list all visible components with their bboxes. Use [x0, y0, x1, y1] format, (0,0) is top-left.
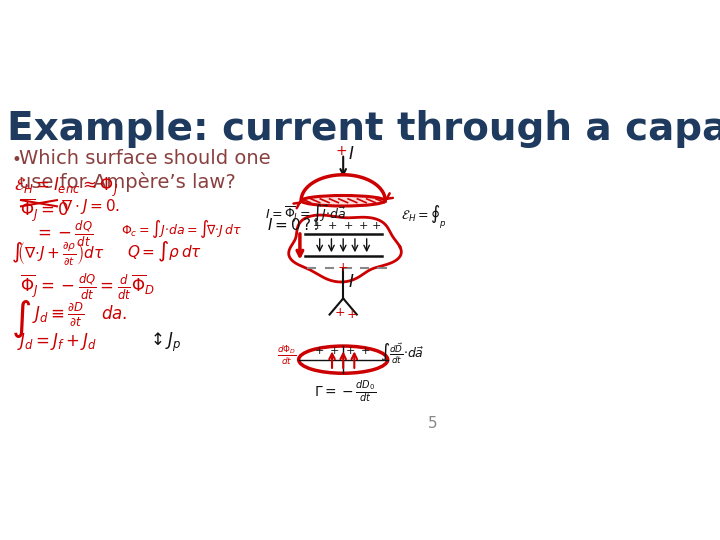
Text: +: +	[372, 220, 382, 231]
Text: $\int$: $\int$	[11, 299, 32, 340]
Text: +: +	[359, 220, 368, 231]
Text: $J_d \equiv \frac{\partial D}{\partial t}\quad da.$: $J_d \equiv \frac{\partial D}{\partial t…	[32, 301, 127, 328]
Ellipse shape	[301, 195, 385, 206]
Text: $J_d = J_f + J_d$: $J_d = J_f + J_d$	[17, 330, 97, 352]
Text: $\nabla \cdot J = 0.$: $\nabla \cdot J = 0.$	[60, 197, 120, 216]
Text: $\overline{\Phi}_J = 0$: $\overline{\Phi}_J = 0$	[19, 197, 69, 224]
Text: $\int\!\!\left(\nabla{\cdot}J + \frac{\partial\rho}{\partial t}\right)d\tau$: $\int\!\!\left(\nabla{\cdot}J + \frac{\p…	[11, 240, 105, 267]
Text: $= -\frac{dQ}{dt}$: $= -\frac{dQ}{dt}$	[34, 218, 94, 248]
Text: Example: current through a capacitor: Example: current through a capacitor	[7, 110, 720, 148]
Text: $\Phi_c{=}\int J{\cdot}da {=} \int\!\nabla{\cdot}J\,d\tau$: $\Phi_c{=}\int J{\cdot}da {=} \int\!\nab…	[120, 218, 242, 240]
Text: +: +	[328, 220, 337, 231]
Text: +: +	[347, 308, 358, 321]
Text: +: +	[312, 220, 322, 231]
Text: •: •	[11, 151, 21, 169]
Text: +: +	[343, 220, 353, 231]
Text: +: +	[346, 346, 355, 356]
Text: $I = 0\,?\,!$: $I = 0\,?\,!$	[267, 217, 319, 233]
Text: +: +	[336, 144, 347, 158]
Text: +: +	[338, 261, 348, 274]
Text: $\int\frac{d\vec{D}}{dt}{\cdot}d\vec{a}$: $\int\frac{d\vec{D}}{dt}{\cdot}d\vec{a}$	[379, 341, 424, 366]
Text: +: +	[361, 346, 370, 356]
Text: +: +	[330, 346, 339, 356]
Text: Which surface should one
use for Ampère’s law?: Which surface should one use for Ampère’…	[19, 150, 270, 192]
Text: 5: 5	[428, 416, 438, 431]
Text: $I {=}\overline{\Phi}_J{=}\int\vec{J}{\cdot}d\vec{a}$: $I {=}\overline{\Phi}_J{=}\int\vec{J}{\c…	[265, 203, 346, 225]
Text: $\updownarrow J_p$: $\updownarrow J_p$	[147, 330, 181, 354]
Text: I: I	[348, 273, 353, 291]
Text: I: I	[348, 145, 353, 163]
Text: $\mathcal{E}_H{=}\oint_p\vec{H}{\cdot}d\vec{l}$: $\mathcal{E}_H{=}\oint_p\vec{H}{\cdot}d\…	[401, 203, 473, 230]
Text: $\overline{\Phi}_J = -\frac{dQ}{dt} = \frac{d}{dt}\overline{\Phi}_D$: $\overline{\Phi}_J = -\frac{dQ}{dt} = \f…	[19, 271, 155, 302]
Text: $\mathcal{E}_H = I_{enc} \approx \Phi_J$: $\mathcal{E}_H = I_{enc} \approx \Phi_J$	[14, 176, 118, 199]
Text: $\Gamma = -\frac{dD_0}{dt}$: $\Gamma = -\frac{dD_0}{dt}$	[314, 380, 376, 406]
Ellipse shape	[299, 346, 387, 373]
Text: +: +	[315, 346, 325, 356]
Text: +: +	[335, 306, 345, 319]
Text: $Q = \int\rho\,d\tau$: $Q = \int\rho\,d\tau$	[127, 240, 202, 265]
Text: $\frac{d\Phi_D}{dt}$: $\frac{d\Phi_D}{dt}$	[277, 343, 297, 367]
